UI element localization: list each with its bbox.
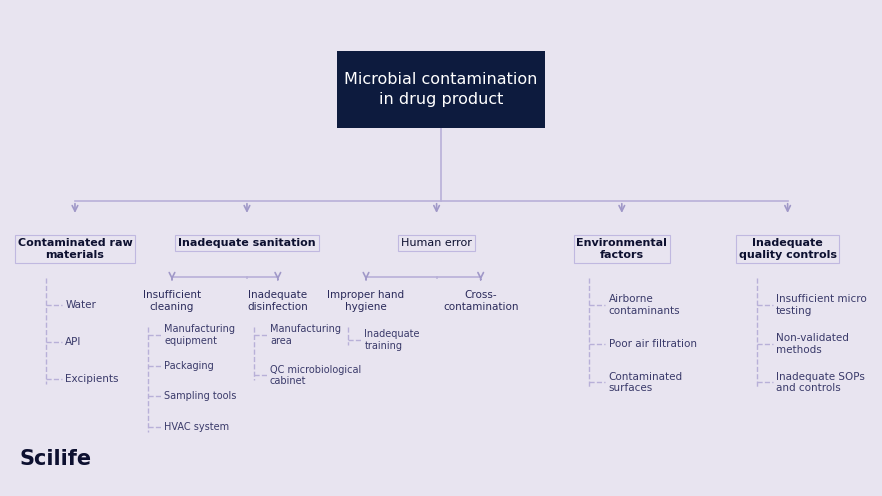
Text: API: API	[65, 337, 82, 347]
Bar	[337, 51, 545, 128]
Text: HVAC system: HVAC system	[164, 422, 229, 432]
Text: Scilife: Scilife	[19, 449, 92, 469]
Text: Poor air filtration: Poor air filtration	[609, 339, 697, 349]
Text: Insufficient micro
testing: Insufficient micro testing	[776, 294, 867, 316]
Text: Inadequate SOPs
and controls: Inadequate SOPs and controls	[776, 372, 865, 393]
Text: Non-validated
methods: Non-validated methods	[776, 333, 849, 355]
Text: Microbial contamination
in drug product: Microbial contamination in drug product	[344, 71, 538, 107]
Text: Inadequate
disinfection: Inadequate disinfection	[248, 290, 308, 312]
Text: Cross-
contamination: Cross- contamination	[443, 290, 519, 312]
Text: Inadequate sanitation: Inadequate sanitation	[178, 238, 316, 248]
Text: Inadequate
quality controls: Inadequate quality controls	[738, 238, 837, 260]
Text: Contaminated raw
materials: Contaminated raw materials	[18, 238, 132, 260]
Text: Airborne
contaminants: Airborne contaminants	[609, 294, 680, 316]
Text: Manufacturing
area: Manufacturing area	[270, 324, 340, 346]
Text: Sampling tools: Sampling tools	[164, 391, 236, 401]
Text: Insufficient
cleaning: Insufficient cleaning	[143, 290, 201, 312]
Text: Water: Water	[65, 300, 96, 310]
Text: Manufacturing
equipment: Manufacturing equipment	[164, 324, 235, 346]
Text: Excipients: Excipients	[65, 374, 119, 384]
Text: QC microbiological
cabinet: QC microbiological cabinet	[270, 365, 361, 386]
Text: Human error: Human error	[401, 238, 472, 248]
Text: Contaminated
surfaces: Contaminated surfaces	[609, 372, 683, 393]
Text: Packaging: Packaging	[164, 361, 213, 371]
Text: Inadequate
training: Inadequate training	[364, 329, 420, 351]
Text: Environmental
factors: Environmental factors	[576, 238, 668, 260]
Text: Improper hand
hygiene: Improper hand hygiene	[327, 290, 405, 312]
